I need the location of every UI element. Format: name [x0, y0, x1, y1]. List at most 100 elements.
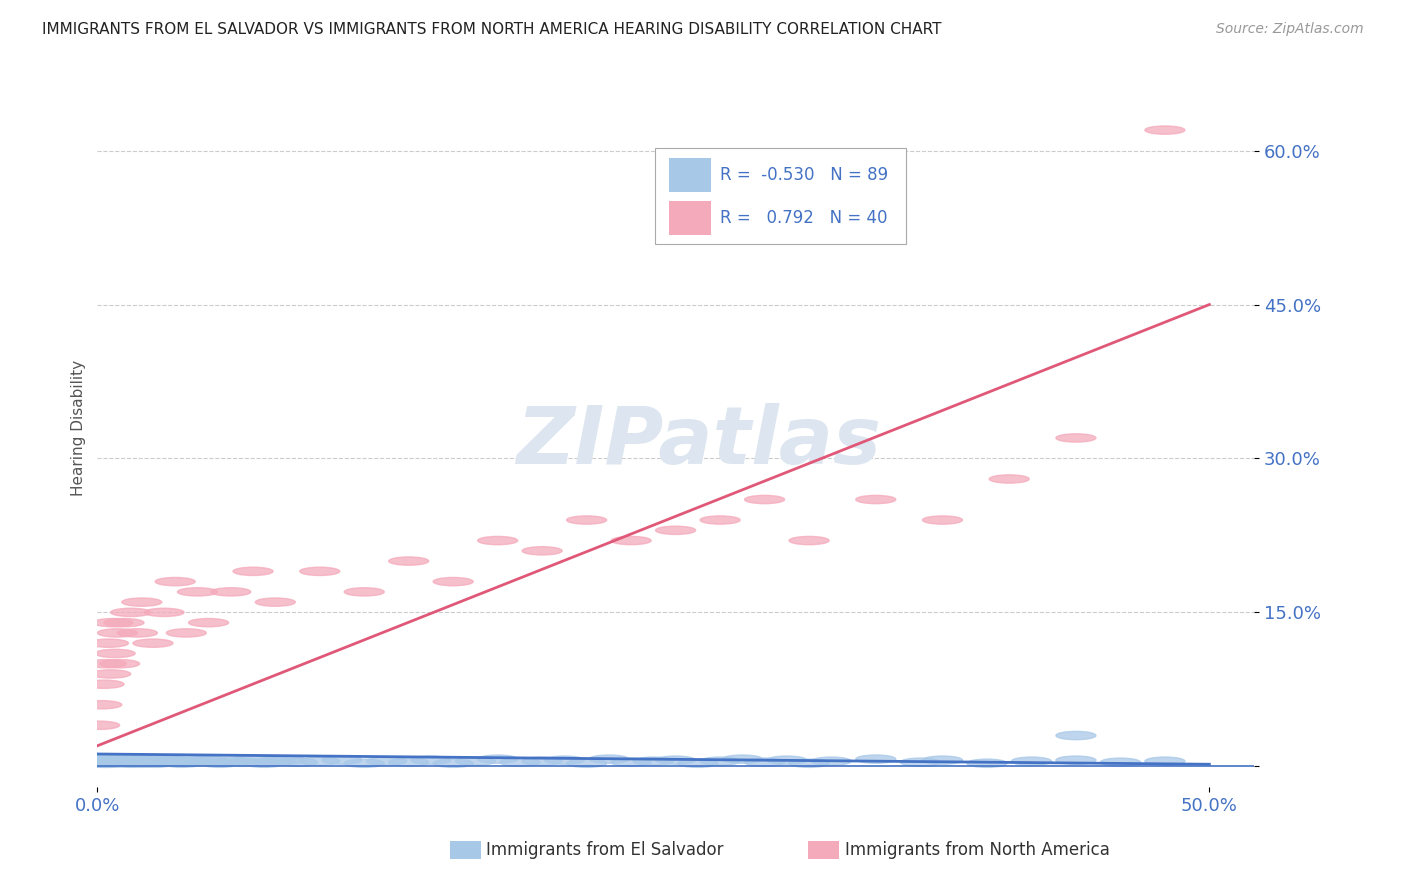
Ellipse shape — [856, 495, 896, 504]
Ellipse shape — [633, 757, 673, 765]
Ellipse shape — [181, 757, 222, 765]
Ellipse shape — [612, 536, 651, 545]
Ellipse shape — [149, 756, 188, 764]
Ellipse shape — [277, 758, 318, 766]
Ellipse shape — [612, 758, 651, 766]
Ellipse shape — [84, 757, 124, 765]
Ellipse shape — [134, 756, 173, 764]
Ellipse shape — [90, 755, 131, 764]
Ellipse shape — [723, 755, 762, 764]
Ellipse shape — [478, 536, 517, 545]
Ellipse shape — [100, 659, 139, 668]
Ellipse shape — [104, 755, 143, 764]
Ellipse shape — [82, 756, 122, 764]
Ellipse shape — [1144, 757, 1185, 765]
Ellipse shape — [101, 758, 142, 766]
Ellipse shape — [166, 629, 207, 637]
Ellipse shape — [96, 758, 135, 766]
Ellipse shape — [84, 756, 124, 764]
Ellipse shape — [89, 758, 128, 766]
Ellipse shape — [86, 757, 127, 765]
Ellipse shape — [700, 757, 740, 765]
Ellipse shape — [299, 567, 340, 575]
Ellipse shape — [789, 536, 830, 545]
Ellipse shape — [80, 721, 120, 730]
Ellipse shape — [104, 618, 143, 627]
Ellipse shape — [433, 759, 474, 767]
Ellipse shape — [139, 757, 180, 765]
Ellipse shape — [922, 756, 963, 764]
Ellipse shape — [388, 557, 429, 566]
Ellipse shape — [1011, 757, 1052, 765]
Ellipse shape — [155, 577, 195, 586]
Ellipse shape — [115, 757, 155, 765]
Ellipse shape — [322, 756, 361, 764]
Ellipse shape — [233, 567, 273, 575]
Ellipse shape — [344, 759, 384, 767]
Ellipse shape — [86, 659, 127, 668]
Ellipse shape — [344, 588, 384, 596]
Ellipse shape — [544, 756, 585, 764]
Ellipse shape — [655, 526, 696, 534]
Ellipse shape — [200, 759, 239, 767]
Y-axis label: Hearing Disability: Hearing Disability — [72, 359, 86, 496]
Ellipse shape — [367, 757, 406, 765]
Ellipse shape — [522, 757, 562, 765]
Ellipse shape — [127, 758, 166, 766]
Text: Immigrants from North America: Immigrants from North America — [845, 841, 1109, 859]
Ellipse shape — [567, 516, 606, 524]
Ellipse shape — [655, 756, 696, 764]
Ellipse shape — [117, 629, 157, 637]
Ellipse shape — [177, 588, 218, 596]
Ellipse shape — [93, 618, 134, 627]
Ellipse shape — [478, 755, 517, 764]
Ellipse shape — [1056, 731, 1095, 739]
Ellipse shape — [456, 757, 495, 765]
Ellipse shape — [222, 758, 262, 766]
Ellipse shape — [900, 758, 941, 766]
Ellipse shape — [567, 759, 606, 767]
Ellipse shape — [1144, 126, 1185, 135]
Ellipse shape — [89, 639, 128, 648]
Ellipse shape — [128, 757, 169, 765]
Ellipse shape — [143, 608, 184, 616]
Ellipse shape — [97, 756, 138, 764]
Ellipse shape — [266, 756, 307, 764]
Ellipse shape — [86, 759, 127, 767]
Ellipse shape — [82, 759, 122, 767]
Ellipse shape — [967, 759, 1007, 767]
Text: IMMIGRANTS FROM EL SALVADOR VS IMMIGRANTS FROM NORTH AMERICA HEARING DISABILITY : IMMIGRANTS FROM EL SALVADOR VS IMMIGRANT… — [42, 22, 942, 37]
Ellipse shape — [80, 757, 120, 765]
Ellipse shape — [100, 757, 139, 765]
Ellipse shape — [89, 755, 128, 764]
Ellipse shape — [84, 680, 124, 689]
Ellipse shape — [1101, 758, 1140, 766]
Ellipse shape — [134, 639, 173, 648]
Ellipse shape — [93, 757, 134, 765]
Text: Source: ZipAtlas.com: Source: ZipAtlas.com — [1216, 22, 1364, 37]
Ellipse shape — [97, 757, 138, 765]
Ellipse shape — [97, 629, 138, 637]
Ellipse shape — [990, 475, 1029, 483]
Ellipse shape — [122, 757, 162, 765]
Ellipse shape — [84, 758, 124, 766]
Text: Immigrants from El Salvador: Immigrants from El Salvador — [486, 841, 724, 859]
Ellipse shape — [678, 759, 718, 767]
Ellipse shape — [117, 755, 157, 764]
Ellipse shape — [120, 759, 160, 767]
Ellipse shape — [856, 755, 896, 764]
Ellipse shape — [501, 758, 540, 766]
Ellipse shape — [80, 757, 120, 765]
Ellipse shape — [789, 759, 830, 767]
Ellipse shape — [589, 755, 628, 764]
Ellipse shape — [155, 757, 195, 765]
Ellipse shape — [211, 588, 250, 596]
Ellipse shape — [766, 756, 807, 764]
Ellipse shape — [745, 495, 785, 504]
Ellipse shape — [188, 618, 229, 627]
Ellipse shape — [388, 758, 429, 766]
Ellipse shape — [89, 759, 128, 767]
Ellipse shape — [211, 757, 250, 765]
Ellipse shape — [80, 758, 120, 766]
Ellipse shape — [112, 758, 153, 766]
